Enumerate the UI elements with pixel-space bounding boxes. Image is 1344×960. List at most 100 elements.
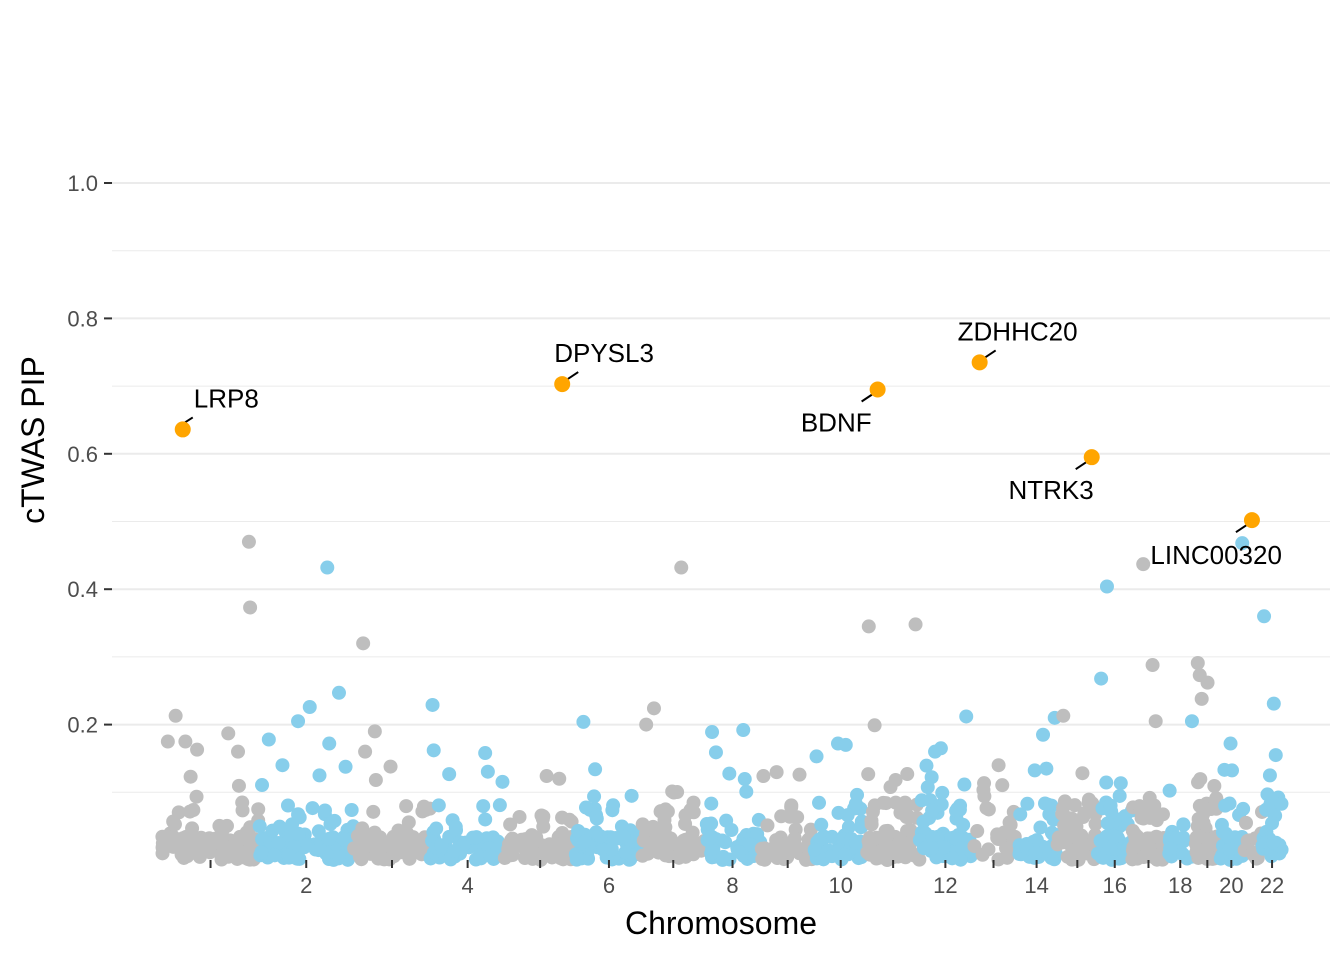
gene-point [838, 737, 853, 752]
gene-point [670, 785, 685, 800]
gene-point [933, 741, 948, 756]
gene-point [552, 771, 567, 786]
gene-point [1169, 830, 1184, 845]
gene-point [737, 772, 752, 787]
gene-point [1236, 801, 1251, 816]
gene-point [1036, 727, 1051, 742]
gene-point [1132, 799, 1147, 814]
gene-point [896, 848, 911, 863]
gene-point [1013, 807, 1028, 822]
gene-point [431, 798, 446, 813]
gene-point [977, 776, 992, 791]
gene-point [925, 803, 940, 818]
x-axis-title: Chromosome [625, 905, 817, 941]
gene-label: DPYSL3 [554, 338, 654, 368]
gene-point [1217, 762, 1232, 777]
gene-point [867, 718, 882, 733]
y-tick-label: 0.8 [67, 306, 98, 331]
gene-point [344, 803, 359, 818]
gene-point [577, 834, 592, 849]
data-points [155, 534, 1289, 867]
x-tick-label: 20 [1219, 873, 1243, 898]
gene-point [578, 800, 593, 815]
gene-point [782, 809, 797, 824]
gene-point [924, 770, 939, 785]
gene-point [1262, 768, 1277, 783]
gene-point [639, 717, 654, 732]
gene-point [760, 818, 775, 833]
gene-point [705, 725, 720, 740]
gene-point [1055, 806, 1070, 821]
gene-point [518, 832, 533, 847]
gene-point [1033, 820, 1048, 835]
gene-point [480, 764, 495, 779]
gene-point [1222, 842, 1237, 857]
gene-point [1239, 815, 1254, 830]
gene-point [476, 799, 491, 814]
gene-point [900, 767, 915, 782]
gene-point [1081, 792, 1096, 807]
gene-point [756, 769, 771, 784]
gene-point [383, 759, 398, 774]
gene-point [848, 796, 863, 811]
grid-lines [112, 182, 1330, 793]
gene-point [391, 833, 406, 848]
gene-point [676, 833, 691, 848]
gene-point [539, 769, 554, 784]
gene-point [311, 843, 326, 858]
gene-point [1104, 804, 1119, 819]
gene-point [518, 842, 533, 857]
gene-point [191, 831, 206, 846]
gene-point [281, 848, 296, 863]
gene-point [231, 744, 246, 759]
gene-point [416, 799, 431, 814]
gene-point [854, 820, 869, 835]
gene-point [1235, 536, 1250, 551]
gene-point [367, 724, 382, 739]
gene-point [955, 841, 970, 856]
gene-point [322, 736, 337, 751]
gene-point [371, 851, 386, 866]
gene-point [392, 845, 407, 860]
gene-point [305, 801, 320, 816]
gene-point [778, 846, 793, 861]
gene-point [366, 804, 381, 819]
label-connector [1075, 460, 1089, 471]
gene-point [1074, 828, 1089, 843]
gene-point [898, 795, 913, 810]
gene-point [555, 810, 570, 825]
x-tick-label: 6 [603, 873, 615, 898]
gene-point [223, 846, 238, 861]
gene-point [1148, 714, 1163, 729]
gene-point [354, 852, 369, 867]
gene-point [658, 802, 673, 817]
gene-point [183, 769, 198, 784]
gene-point [576, 714, 591, 729]
gene-point [908, 617, 923, 632]
gene-point [722, 766, 737, 781]
gene-point [483, 848, 498, 863]
label-connector [983, 349, 997, 360]
gene-point [754, 841, 769, 856]
gene-point [190, 742, 205, 757]
gene-point [442, 767, 457, 782]
x-tick-label: 10 [828, 873, 852, 898]
gene-point [1190, 655, 1205, 670]
highlighted-gene-point [971, 354, 988, 371]
gene-point [724, 823, 739, 838]
gene-point [1061, 831, 1076, 846]
gene-point [434, 838, 449, 853]
gene-point [708, 745, 723, 760]
gene-point [231, 833, 246, 848]
gene-point [616, 829, 631, 844]
gene-point [912, 852, 927, 867]
gene-point [203, 839, 218, 854]
gene-point [809, 749, 824, 764]
gene-point [320, 560, 335, 575]
gene-point [291, 714, 306, 729]
gene-point [803, 822, 818, 837]
gene-point [1223, 736, 1238, 751]
gene-point [235, 803, 250, 818]
gene-point [1107, 829, 1122, 844]
gene-point [1056, 708, 1071, 723]
